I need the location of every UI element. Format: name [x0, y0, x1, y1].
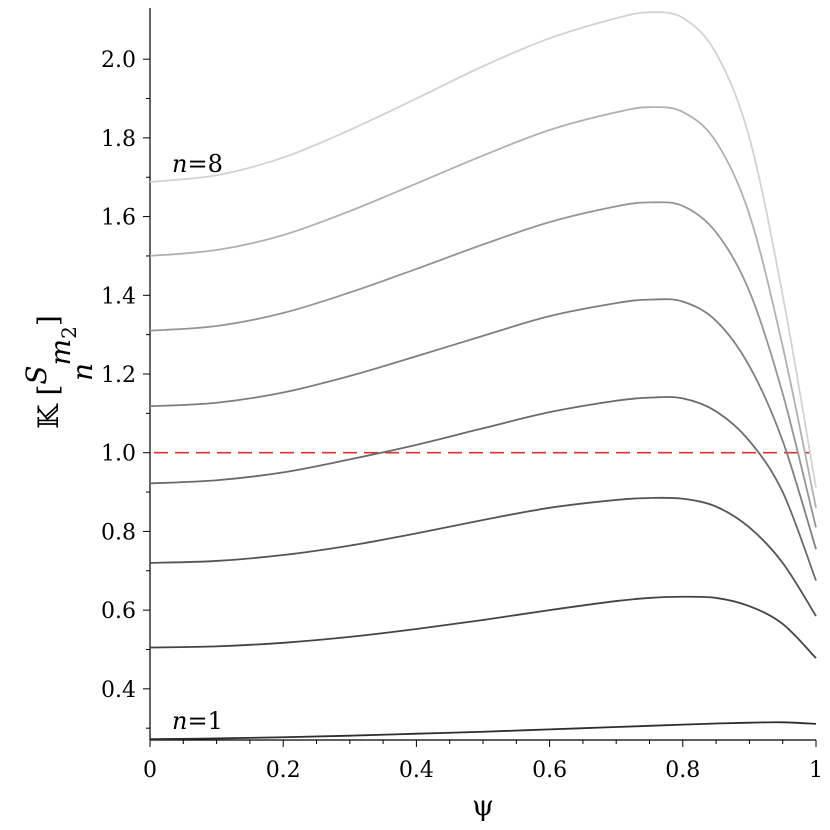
series-line-n3 — [149, 496, 817, 617]
annotation-n-1: n=1 — [172, 707, 223, 735]
series-line-n1 — [149, 721, 817, 741]
series-line-n6 — [149, 201, 817, 528]
y-axis-label-n: n — [66, 363, 99, 381]
y-tick-label: 1.6 — [101, 206, 136, 231]
x-tick-label: 0.4 — [399, 758, 434, 783]
series-line-n4 — [149, 396, 817, 581]
labels-group: 0 0.2 0.4 0.6 0.8 1 0.4 0.6 0.8 1.0 1.2 1.4 1.6 1.8 2.… — [20, 48, 823, 822]
axes-group — [143, 8, 817, 747]
annotation-n-8: n=8 — [172, 150, 223, 178]
y-tick-label: 1.0 — [101, 442, 136, 467]
x-tick-label: 0.6 — [532, 758, 567, 783]
x-tick-label: 0.8 — [665, 758, 700, 783]
series-line-n7 — [149, 106, 817, 508]
series-group — [149, 11, 817, 741]
y-tick-label: 2.0 — [101, 48, 136, 73]
x-tick-label: 0.2 — [266, 758, 301, 783]
series-line-n5 — [149, 298, 817, 550]
y-tick-label: 0.6 — [101, 599, 136, 624]
x-tick-label: 1 — [809, 758, 823, 783]
x-tick-label: 0 — [143, 758, 157, 783]
y-axis-label: 𝕂 [Sm2] — [20, 315, 81, 429]
y-tick-label: 0.8 — [101, 520, 136, 545]
y-tick-label: 1.8 — [101, 127, 136, 152]
series-line-n8 — [149, 11, 817, 489]
y-tick-label: 1.2 — [101, 363, 136, 388]
y-tick-label: 0.4 — [101, 678, 136, 703]
y-tick-label: 1.4 — [101, 284, 136, 309]
x-axis-label: ψ — [472, 789, 494, 822]
series-line-n2 — [149, 595, 817, 659]
